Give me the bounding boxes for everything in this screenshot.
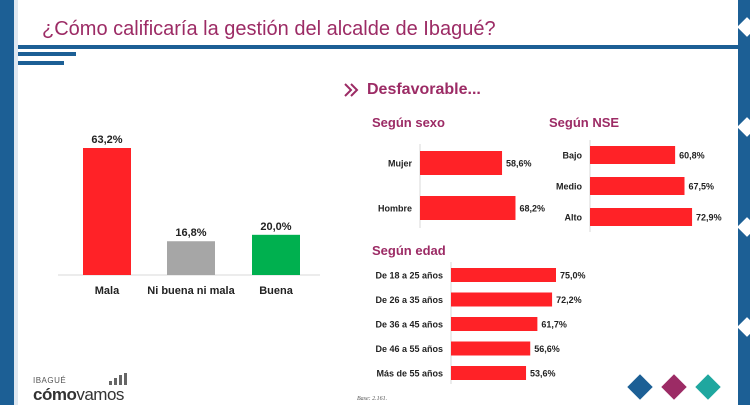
left-decor-band	[0, 0, 14, 405]
edad-chart-value-label: 56,6%	[534, 344, 560, 354]
edad-chart-category-label: De 46 a 55 años	[375, 344, 443, 354]
nse-chart-category-label: Bajo	[562, 151, 582, 161]
edad-chart-bar	[451, 317, 538, 331]
main-chart-bar	[83, 148, 131, 275]
page-title: ¿Cómo calificaría la gestión del alcalde…	[42, 18, 496, 40]
section-title-nse: Según NSE	[549, 115, 620, 130]
left-decor-stripe	[14, 0, 18, 405]
edad-chart-category-label: De 26 a 35 años	[375, 295, 443, 305]
double-chevron-icon	[344, 83, 359, 97]
sexo-chart-bar	[420, 196, 516, 220]
logo-wordmark-a: cómo	[33, 385, 77, 404]
main-chart-category-label: Ni buena ni mala	[147, 285, 235, 297]
title-accent-line	[18, 52, 76, 56]
nse-chart-category-label: Medio	[556, 182, 583, 192]
nse-chart-bar	[590, 208, 693, 226]
desfavorable-heading: Desfavorable...	[367, 81, 481, 98]
main-chart-value-label: 20,0%	[260, 221, 291, 233]
edad-chart-value-label: 53,6%	[530, 369, 556, 379]
logo-wordmark-b: vamos	[76, 385, 124, 404]
sexo-chart-category-label: Hombre	[378, 204, 412, 214]
sexo-chart-bar	[420, 151, 503, 175]
main-chart-category-label: Buena	[259, 285, 294, 297]
nse-chart-value-label: 72,9%	[696, 213, 722, 223]
title-underline	[18, 45, 750, 49]
edad-chart-bar	[451, 292, 553, 307]
nse-chart-value-label: 67,5%	[689, 182, 715, 192]
sexo-chart-category-label: Mujer	[388, 159, 413, 169]
right-decor-band	[738, 0, 750, 405]
edad-chart-bar	[451, 268, 556, 282]
edad-chart-category-label: De 18 a 25 años	[375, 271, 443, 281]
main-chart-value-label: 63,2%	[91, 134, 122, 146]
edad-chart-category-label: Más de 55 años	[376, 369, 443, 379]
edad-chart-bar	[451, 366, 527, 380]
nse-chart-bar	[590, 177, 685, 195]
edad-chart-value-label: 61,7%	[541, 320, 567, 330]
edad-chart-value-label: 72,2%	[556, 295, 582, 305]
section-title-edad: Según edad	[372, 243, 446, 258]
title-accent-line	[18, 61, 64, 65]
edad-chart-value-label: 75,0%	[560, 271, 586, 281]
main-chart-bar	[252, 234, 300, 275]
edad-chart-category-label: De 36 a 45 años	[375, 320, 443, 330]
nse-chart-category-label: Alto	[565, 213, 583, 223]
main-chart-category-label: Mala	[95, 285, 120, 297]
nse-chart-value-label: 60,8%	[679, 151, 705, 161]
main-chart-bar	[167, 241, 215, 275]
main-chart-value-label: 16,8%	[175, 227, 206, 239]
sexo-chart-value-label: 68,2%	[519, 204, 545, 214]
logo-bars-icon	[109, 373, 129, 385]
logo-city: IBAGUÉ	[33, 376, 67, 385]
section-title-sexo: Según sexo	[372, 115, 445, 130]
logo-wordmark: cómovamos	[33, 386, 124, 403]
edad-chart-bar	[451, 341, 531, 356]
nse-chart-bar	[590, 146, 676, 164]
sexo-chart-value-label: 58,6%	[506, 159, 532, 169]
base-note: Base: 2.161.	[357, 396, 388, 402]
